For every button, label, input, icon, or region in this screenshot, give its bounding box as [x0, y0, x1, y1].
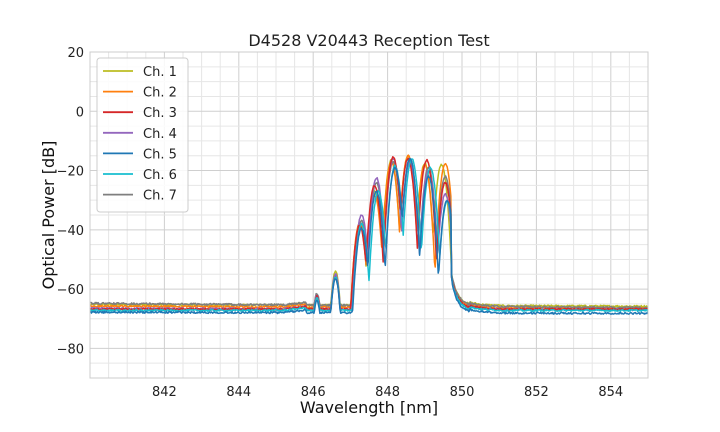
x-tick-label: 850: [450, 385, 475, 400]
plot-frame: [89, 51, 649, 379]
legend-label: Ch. 4: [143, 127, 177, 142]
y-tick-label: −80: [57, 342, 84, 357]
legend: Ch. 1 Ch. 2 Ch. 3 Ch. 4 Ch. 5 Ch. 6 Ch. 7: [96, 57, 189, 213]
legend-label: Ch. 7: [143, 189, 177, 204]
x-tick-label: 842: [152, 385, 177, 400]
y-axis: −80 −60 −40 −20 0 20: [57, 46, 84, 357]
legend-label: Ch. 6: [143, 168, 177, 183]
series-line-6: [89, 158, 649, 313]
legend-label: Ch. 2: [143, 86, 177, 101]
legend-label: Ch. 3: [143, 106, 177, 121]
x-tick-label: 852: [524, 385, 549, 400]
legend-label: Ch. 1: [143, 65, 177, 80]
chart-title: D4528 V20443 Reception Test: [248, 31, 489, 50]
legend-label: Ch. 5: [143, 147, 177, 162]
x-tick-label: 844: [226, 385, 251, 400]
y-tick-label: −60: [57, 283, 84, 298]
x-tick-label: 848: [375, 385, 400, 400]
y-tick-label: 20: [67, 46, 84, 61]
y-tick-label: −20: [57, 165, 84, 180]
series-layer: [89, 154, 649, 315]
series-line-5: [89, 157, 649, 315]
x-tick-label: 846: [301, 385, 326, 400]
x-axis: 842 844 846 848 850 852 854: [152, 385, 623, 400]
y-axis-label: Optical Power [dB]: [39, 141, 58, 290]
x-tick-label: 854: [598, 385, 623, 400]
x-axis-label: Wavelength [nm]: [300, 398, 438, 417]
y-tick-label: −40: [57, 224, 84, 239]
y-tick-label: 0: [76, 105, 84, 120]
